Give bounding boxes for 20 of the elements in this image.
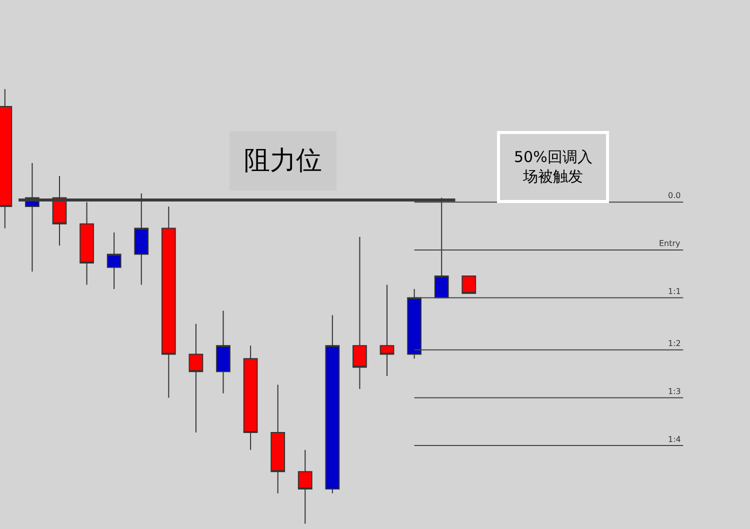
candlestick [462, 276, 476, 294]
candlestick [106, 232, 122, 290]
candlestick [325, 314, 340, 494]
annotation: 1:1 [668, 287, 681, 296]
annotation: 1:4 [668, 435, 681, 444]
candlestick [270, 384, 286, 494]
annotation: 1:3 [668, 387, 681, 396]
annotation: 1:2 [668, 339, 681, 348]
annotation: 0.0 [668, 191, 681, 200]
ref-line-label: 阻力位 [244, 146, 322, 176]
candlestick [216, 310, 230, 394]
candlestick [243, 345, 258, 450]
candlestick [161, 206, 176, 398]
candlestick [380, 284, 394, 376]
annotation: Entry [659, 239, 681, 248]
text: 50%回调入场被触发 [514, 148, 592, 186]
candlestick [188, 323, 204, 433]
candlestick [407, 288, 422, 360]
candlestick [352, 236, 367, 390]
candlestick [298, 449, 312, 524]
